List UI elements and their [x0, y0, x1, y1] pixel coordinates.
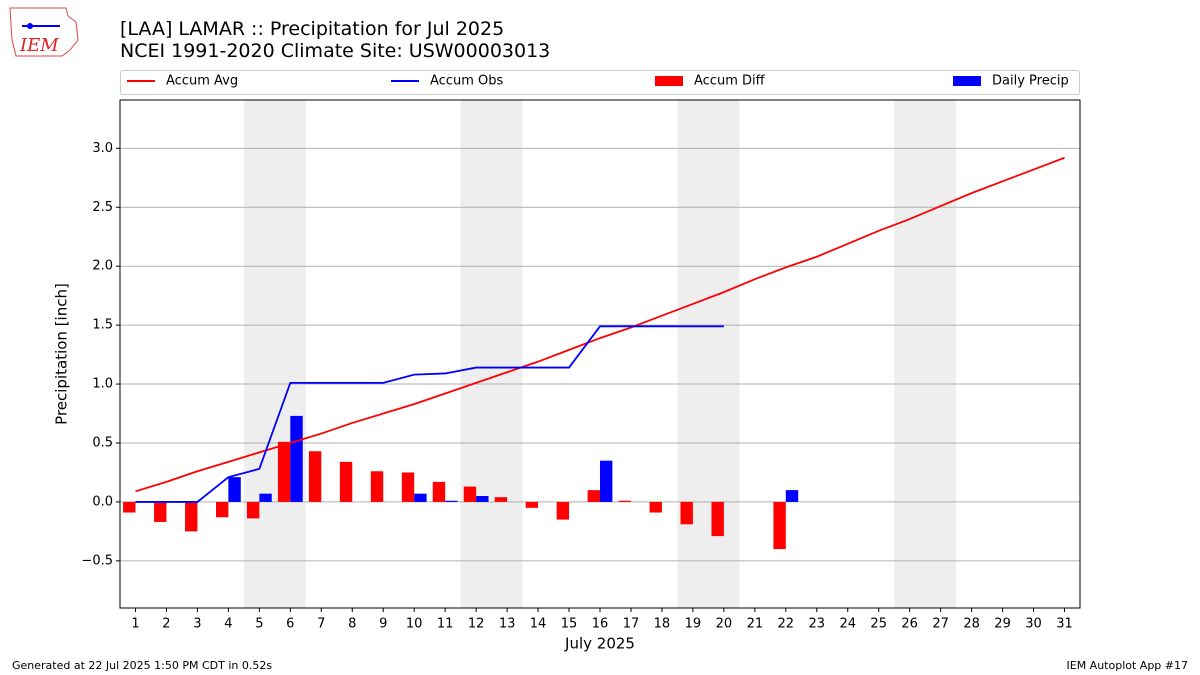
series-line	[135, 325, 724, 503]
x-tick-label: 26	[901, 617, 918, 632]
y-tick-label: 2.5	[92, 200, 113, 215]
bar	[216, 501, 229, 518]
x-tick-label: 17	[623, 617, 640, 632]
logo-text: IEM	[19, 35, 59, 56]
bar	[556, 501, 570, 520]
bar	[123, 501, 136, 513]
x-tick-label: 13	[499, 617, 516, 632]
footer-left: Generated at 22 Jul 2025 1:50 PM CDT in …	[12, 659, 272, 672]
x-tick-label: 8	[348, 617, 356, 632]
y-tick-label: 1.0	[92, 377, 113, 392]
x-tick-label: 29	[994, 617, 1011, 632]
bar	[370, 471, 384, 502]
bar	[246, 501, 260, 519]
y-tick-label: 0.0	[92, 494, 113, 509]
x-tick-label: 2	[162, 617, 170, 632]
legend-label: Daily Precip	[992, 74, 1069, 89]
bar	[618, 500, 631, 502]
legend-box	[120, 70, 1080, 95]
x-tick-label: 1	[131, 617, 139, 632]
x-tick-label: 11	[437, 617, 454, 632]
footer-right: IEM Autoplot App #17	[1067, 659, 1189, 672]
x-tick-label: 15	[561, 617, 578, 632]
x-axis-label: July 2025	[564, 635, 635, 653]
x-tick-label: 18	[654, 617, 671, 632]
x-tick-label: 27	[932, 617, 949, 632]
x-tick-label: 4	[224, 617, 232, 632]
bar	[463, 486, 477, 502]
bar	[680, 501, 693, 525]
bar	[476, 496, 489, 502]
bar	[185, 501, 198, 532]
x-tick-label: 23	[809, 617, 826, 632]
x-tick-label: 9	[379, 617, 387, 632]
x-tick-label: 12	[468, 617, 485, 632]
series-line	[135, 156, 1065, 493]
x-tick-label: 20	[716, 617, 733, 632]
x-tick-label: 24	[839, 617, 856, 632]
x-tick-label: 21	[747, 617, 764, 632]
x-tick-label: 19	[685, 617, 702, 632]
legend-swatch	[655, 76, 683, 86]
x-tick-label: 16	[592, 617, 609, 632]
bar	[339, 461, 353, 502]
chart-subtitle: NCEI 1991-2020 Climate Site: USW00003013	[120, 40, 550, 62]
bar	[773, 501, 786, 550]
x-tick-label: 7	[317, 617, 325, 632]
bar	[445, 500, 458, 502]
bar	[587, 490, 600, 502]
x-tick-label: 14	[530, 617, 547, 632]
bar	[259, 493, 272, 502]
bar	[711, 501, 724, 537]
logo-outline	[9, 7, 79, 57]
plot-area: −0.50.00.51.01.52.02.53.01 2 3 4 5 6 7 8 9 10 11 12…	[81, 99, 1081, 632]
bar	[414, 493, 427, 502]
bar	[432, 481, 446, 502]
x-tick-label: 6	[286, 617, 294, 632]
bar	[600, 460, 613, 502]
bar	[277, 441, 291, 502]
weekend-span	[243, 100, 306, 608]
x-tick-label: 3	[193, 617, 201, 632]
x-tick-label: 10	[406, 617, 423, 632]
y-tick-label: −0.5	[81, 553, 113, 568]
plot-frame	[119, 99, 1081, 609]
x-tick-label: 31	[1056, 617, 1073, 632]
weekend-span	[894, 100, 957, 608]
y-tick-label: 0.5	[92, 435, 113, 450]
logo: IEM	[9, 7, 79, 57]
y-tick-label: 1.5	[92, 318, 113, 333]
bar	[494, 497, 508, 502]
x-tick-label: 28	[963, 617, 980, 632]
logo-dot	[27, 23, 33, 29]
bar	[154, 501, 167, 522]
legend-label: Accum Diff	[694, 74, 766, 89]
x-tick-label: 25	[870, 617, 887, 632]
legend-swatch	[953, 76, 981, 86]
y-tick-label: 3.0	[92, 141, 113, 156]
y-tick-label: 2.0	[92, 259, 113, 274]
bar	[649, 501, 662, 513]
bar	[401, 472, 415, 502]
x-tick-label: 22	[778, 617, 795, 632]
bar	[308, 451, 322, 502]
bar	[785, 490, 799, 502]
legend-label: Accum Obs	[430, 74, 503, 89]
legend-label: Accum Avg	[166, 74, 238, 89]
y-axis-label: Precipitation [inch]	[53, 283, 71, 425]
bar	[228, 477, 241, 502]
weekend-span	[460, 100, 523, 608]
x-tick-label: 5	[255, 617, 263, 632]
weekend-span	[677, 100, 740, 608]
x-tick-label: 30	[1025, 617, 1042, 632]
bar	[290, 415, 303, 502]
chart-title: [LAA] LAMAR :: Precipitation for Jul 202…	[120, 18, 504, 40]
bar	[525, 501, 539, 508]
